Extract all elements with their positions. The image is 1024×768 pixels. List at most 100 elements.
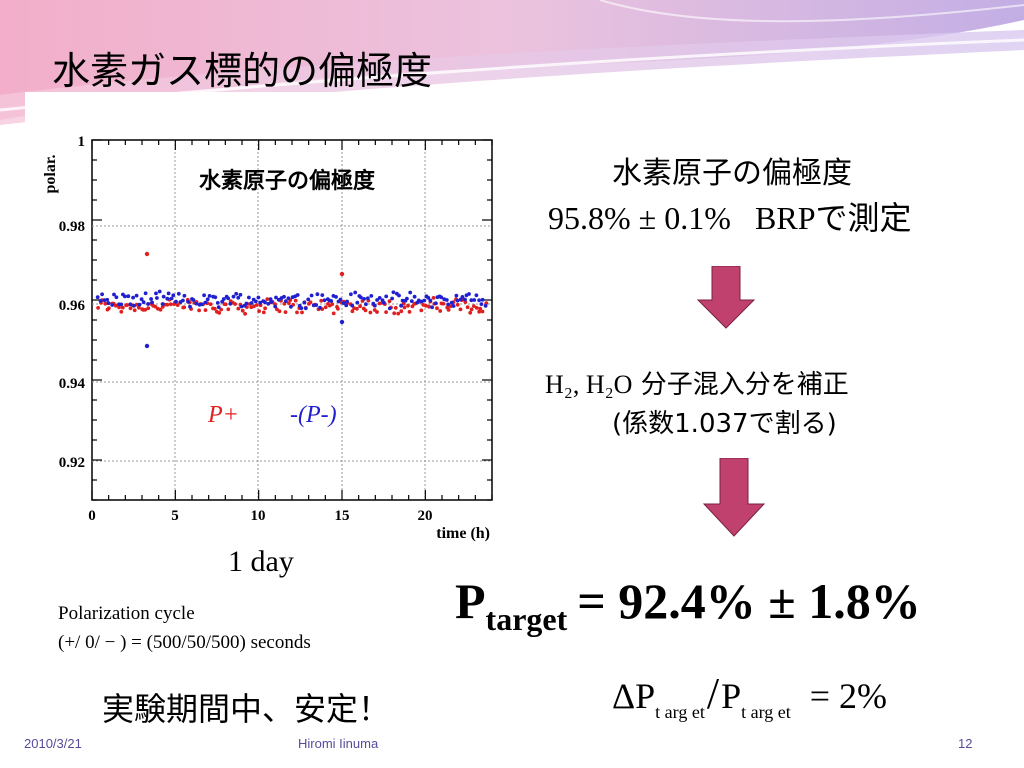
pplus-point [396,311,401,316]
pminus-point [244,301,249,306]
pminus-point [274,295,278,300]
pminus-point [102,298,107,303]
pminus-point [451,304,456,308]
pminus-point [329,299,334,303]
pminus-point [126,294,131,299]
pplus-point [300,310,304,315]
pminus-point [479,302,484,306]
measurement-value: 95.8% ± 0.1% [548,200,731,236]
pplus-point [407,310,412,314]
pplus-point [219,307,224,312]
pminus-point [100,292,104,297]
pminus-point [213,295,218,300]
pminus-point [364,302,368,307]
pplus-point [384,310,388,314]
pminus-point [166,291,171,296]
pminus-point [320,293,325,297]
pminus-point [314,303,319,307]
pminus-point [353,290,358,295]
pminus-point [408,290,413,295]
footer-date: 2010/3/21 [24,736,82,751]
pplus-point [283,310,288,314]
pplus-point [435,306,439,311]
stable-statement: 実験期間中、安定！ [102,690,391,728]
pplus-point [197,308,202,313]
pplus-point [469,307,474,312]
pplus-point [472,304,476,308]
pminus-point [203,300,208,305]
pminus-point [141,300,146,305]
pplus-point [323,305,328,310]
pminus-point [439,295,444,300]
pplus-point [465,305,470,310]
pminus-point [106,301,111,306]
pminus-point [454,293,459,298]
relative-value: = 2% [809,676,888,716]
p-denominator-subscript: t arg et [741,702,791,722]
pminus-point [186,299,190,304]
pplus-point [275,307,279,312]
pminus-point [449,300,454,305]
pminus-point [365,296,370,301]
result-subscript: target [485,601,568,637]
pminus-point [146,302,150,306]
axis-ticks [91,139,493,501]
pplus-point [107,306,111,311]
pminus-point [377,296,382,300]
pplus-point [263,306,267,311]
pminus-point [318,305,322,310]
pplus-point [96,306,100,310]
pminus-point [391,290,396,295]
pminus-point [249,301,254,305]
x-tick-label: 10 [251,508,266,524]
pminus-point [171,293,176,298]
pminus-point [266,301,271,306]
pminus-point [409,299,414,303]
pplus-point [355,306,359,311]
pminus-outlier-point [144,343,150,349]
pplus-point [175,303,180,307]
pminus-point [405,296,409,301]
pminus-point [112,292,116,297]
legend-pplus: P+ [207,402,239,428]
pminus-point [422,298,427,303]
pplus-point [143,307,148,312]
pplus-point [308,300,313,305]
pplus-point [458,307,463,312]
pminus-point [149,297,153,301]
pminus-point [139,297,144,302]
right-heading: 水素原子の偏極度 [612,156,852,191]
pplus-point [480,309,485,314]
pplus-point [427,304,431,309]
pminus-point [303,306,308,311]
measurement-method: BRPで測定 [755,200,912,236]
pplus-point [406,303,410,308]
pminus-point [269,300,274,304]
pplus-point [375,310,379,314]
pplus-point [287,301,291,306]
pminus-point [263,300,267,305]
pplus-point [295,310,299,315]
pplus-point [478,306,483,311]
x-tick-label: 20 [418,508,433,524]
pplus-point [468,310,473,315]
pminus-point [460,295,465,299]
y-tick-label: 0.94 [59,376,86,392]
pminus-point [334,295,338,299]
pminus-point [207,294,212,298]
pminus-point [444,298,449,302]
pminus-point [256,295,261,300]
pplus-point [168,302,173,307]
pminus-point [128,302,133,307]
pminus-point [390,296,394,301]
pminus-point [338,297,343,302]
pminus-point [239,304,244,309]
molecule-formula: H₂, H₂O [545,370,633,399]
plot-inner-label: 水素原子の偏極度 [199,168,376,194]
result-value: = 92.4% ± 1.8% [577,573,921,629]
y-axis-label: polar. [42,155,59,194]
pminus-point [119,302,124,307]
pminus-point [387,306,392,311]
pminus-point [369,294,374,298]
pplus-point [233,302,238,306]
